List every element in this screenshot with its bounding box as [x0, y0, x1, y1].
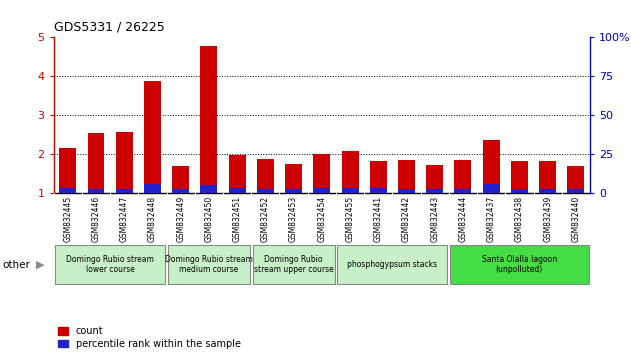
Bar	[59, 148, 76, 193]
Text: GSM832451: GSM832451	[233, 195, 242, 242]
Text: GSM832446: GSM832446	[91, 195, 100, 242]
Text: GSM832441: GSM832441	[374, 195, 383, 242]
Text: GSM832452: GSM832452	[261, 195, 270, 242]
Bar	[370, 188, 387, 193]
Bar	[567, 189, 584, 193]
Bar	[285, 164, 302, 193]
Bar	[398, 160, 415, 193]
Bar	[511, 161, 528, 193]
Text: phosphogypsum stacks: phosphogypsum stacks	[347, 260, 437, 269]
Text: GSM832455: GSM832455	[346, 195, 355, 242]
Bar	[539, 189, 556, 193]
Text: GSM832443: GSM832443	[430, 195, 439, 242]
Bar	[257, 189, 274, 193]
FancyBboxPatch shape	[451, 245, 589, 284]
Text: GSM832448: GSM832448	[148, 195, 157, 242]
Text: GSM832449: GSM832449	[176, 195, 185, 242]
Bar	[314, 154, 330, 193]
Text: GSM832442: GSM832442	[402, 195, 411, 242]
Text: GSM832445: GSM832445	[63, 195, 72, 242]
Text: Domingo Rubio
stream upper course: Domingo Rubio stream upper course	[254, 255, 333, 274]
Bar	[201, 46, 217, 193]
Bar	[567, 166, 584, 193]
Text: GSM832454: GSM832454	[317, 195, 326, 242]
Bar	[398, 189, 415, 193]
Bar	[144, 81, 161, 193]
Text: GSM832447: GSM832447	[120, 195, 129, 242]
Legend: count, percentile rank within the sample: count, percentile rank within the sample	[59, 326, 241, 349]
Text: Domingo Rubio stream
medium course: Domingo Rubio stream medium course	[165, 255, 253, 274]
Bar	[88, 189, 105, 193]
Bar	[115, 132, 133, 193]
Bar	[228, 155, 245, 193]
FancyBboxPatch shape	[168, 245, 250, 284]
Bar	[341, 188, 358, 193]
Text: GSM832444: GSM832444	[459, 195, 468, 242]
Text: GSM832438: GSM832438	[515, 195, 524, 242]
FancyBboxPatch shape	[338, 245, 447, 284]
Bar	[370, 161, 387, 193]
FancyBboxPatch shape	[252, 245, 334, 284]
Text: ▶: ▶	[35, 259, 44, 270]
Text: Santa Olalla lagoon
(unpolluted): Santa Olalla lagoon (unpolluted)	[482, 255, 557, 274]
Bar	[115, 189, 133, 193]
Bar	[172, 189, 189, 193]
Bar	[228, 188, 245, 193]
Bar	[454, 160, 471, 193]
Bar	[483, 184, 500, 193]
Bar	[483, 140, 500, 193]
Bar	[511, 189, 528, 193]
Text: GSM832437: GSM832437	[487, 195, 496, 242]
Bar	[454, 189, 471, 193]
Bar	[539, 161, 556, 193]
Bar	[172, 166, 189, 193]
Text: Domingo Rubio stream
lower course: Domingo Rubio stream lower course	[66, 255, 154, 274]
Text: GDS5331 / 26225: GDS5331 / 26225	[54, 21, 165, 34]
Bar	[314, 188, 330, 193]
Bar	[257, 159, 274, 193]
Text: GSM832453: GSM832453	[289, 195, 298, 242]
Bar	[341, 151, 358, 193]
Text: GSM832439: GSM832439	[543, 195, 552, 242]
Text: GSM832440: GSM832440	[572, 195, 581, 242]
FancyBboxPatch shape	[55, 245, 165, 284]
Bar	[285, 189, 302, 193]
Text: GSM832450: GSM832450	[204, 195, 213, 242]
Bar	[201, 185, 217, 193]
Bar	[427, 189, 443, 193]
Bar	[144, 184, 161, 193]
Text: other: other	[2, 259, 30, 270]
Bar	[59, 188, 76, 193]
Bar	[88, 133, 105, 193]
Bar	[427, 165, 443, 193]
